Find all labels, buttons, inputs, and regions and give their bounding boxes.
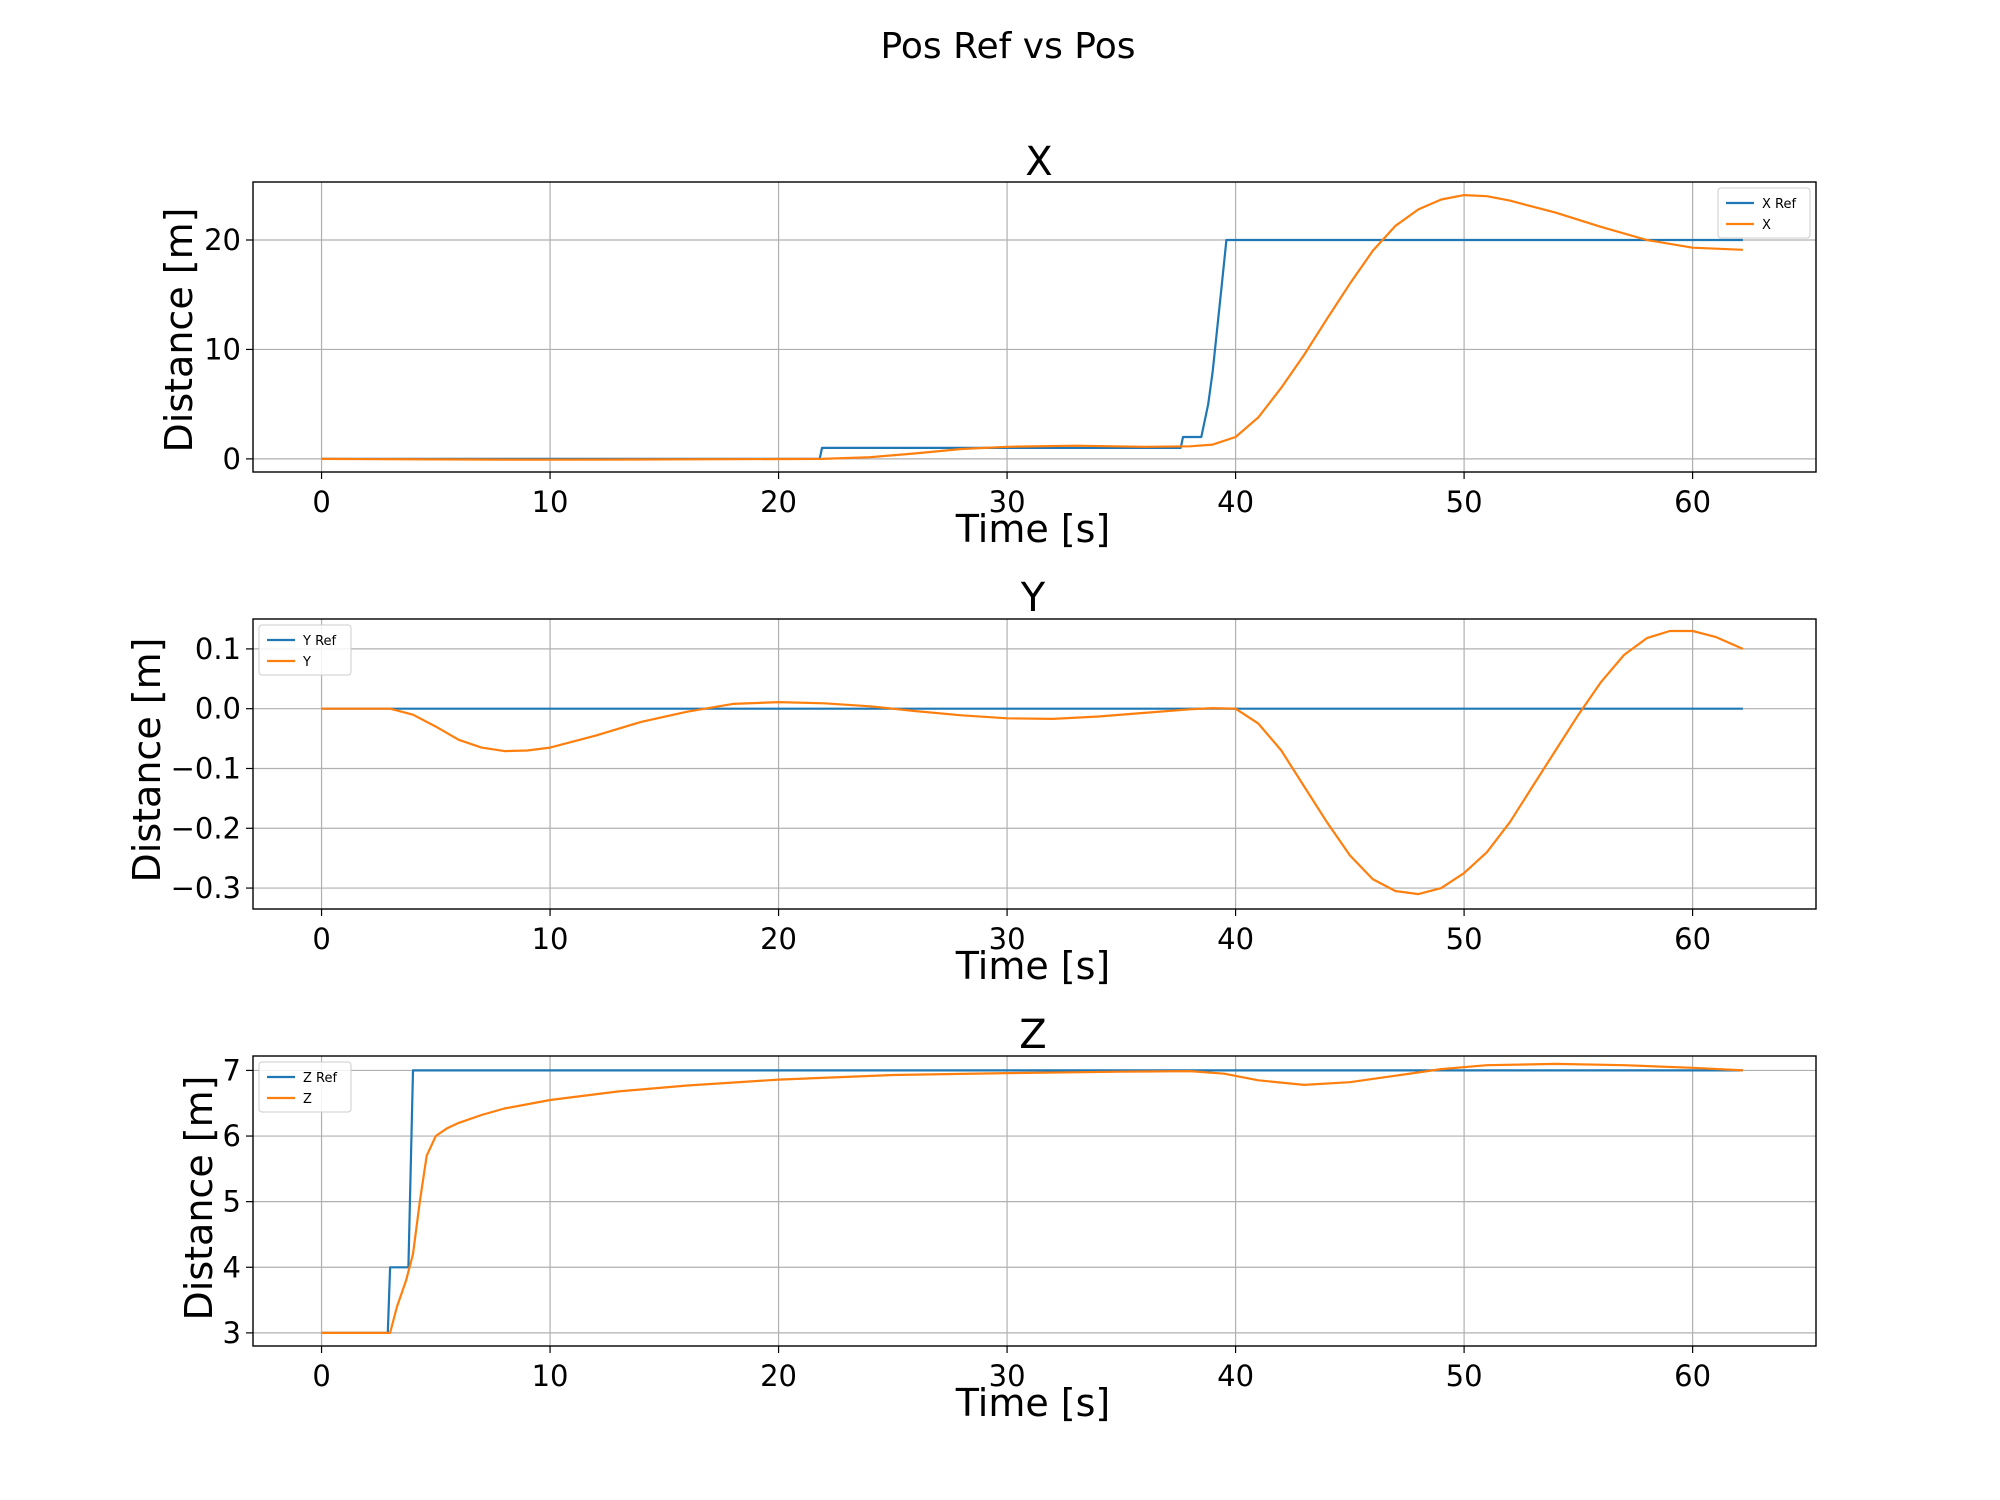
x-tick-label: 10 [532, 485, 569, 519]
x-tick-label: 30 [989, 922, 1026, 956]
y-tick-label: 6 [223, 1119, 241, 1153]
x-tick-label: 10 [532, 922, 569, 956]
x-tick-label: 60 [1674, 1359, 1711, 1393]
plot-area: 0 10 20 30 40 50 60 0.1 0.0 −0.1 −0.2 −0.3 Y Ref Y [171, 618, 1817, 956]
y-tick-label: 10 [204, 332, 241, 366]
y-tick-label: 7 [223, 1053, 241, 1087]
legend: Y Ref Y [258, 624, 352, 676]
series-line-x-ref [321, 238, 1743, 460]
legend-label: Z Ref [303, 1071, 337, 1086]
x-tick-label: 0 [312, 1359, 330, 1393]
axes-frame [252, 181, 1817, 473]
subplot-x: X 0 10 20 30 40 50 60 0 10 20 X Ref X Time [s] Dist… [157, 139, 1817, 551]
axes-frame [252, 618, 1817, 910]
legend: Z Ref Z [258, 1061, 352, 1113]
series-line-y [321, 629, 1744, 896]
subplot-title: Y [1020, 575, 1046, 621]
x-tick-label: 10 [532, 1359, 569, 1393]
x-tick-label: 20 [760, 922, 797, 956]
series-line-x [321, 194, 1743, 461]
y-axis-label: Distance [m] [125, 638, 169, 883]
x-tick-label: 0 [312, 922, 330, 956]
x-tick-label: 50 [1446, 1359, 1483, 1393]
subplot-y: Y 0 10 20 30 40 50 60 0.1 0.0 −0.1 −0.2 −0.3 Y RefY … [125, 575, 1817, 988]
x-tick-label: 40 [1217, 485, 1254, 519]
legend: X Ref X [1717, 187, 1811, 239]
x-tick-label: 20 [760, 1359, 797, 1393]
legend-label: Y Ref [302, 634, 337, 649]
subplot-title: X [1025, 139, 1052, 185]
x-tick-label: 30 [989, 1359, 1026, 1393]
x-tick-label: 60 [1674, 485, 1711, 519]
x-axis-label: Time [s] [955, 1381, 1111, 1425]
legend-label: X [1762, 218, 1771, 233]
y-tick-label: 3 [223, 1316, 241, 1350]
y-axis-label: Distance [m] [157, 208, 201, 453]
y-tick-label: −0.1 [171, 751, 241, 785]
y-tick-label: 0.0 [195, 692, 241, 726]
y-tick-label: 5 [223, 1185, 241, 1219]
x-tick-label: 50 [1446, 485, 1483, 519]
legend-box [1717, 187, 1811, 239]
legend-box [258, 1061, 352, 1113]
x-axis-label: Time [s] [955, 507, 1111, 551]
y-tick-label: 4 [223, 1250, 241, 1284]
x-tick-label: 40 [1217, 1359, 1254, 1393]
series-line-z [321, 1062, 1743, 1335]
figure-title: Pos Ref vs Pos [880, 26, 1135, 67]
plot-area: 0 10 20 30 40 50 60 3 4 5 6 7 Z Ref Z [223, 1053, 1817, 1393]
y-tick-label: −0.2 [171, 811, 241, 845]
axes-frame [252, 1055, 1817, 1347]
subplot-z: Z 0 10 20 30 40 50 60 3 4 5 6 7 Z Ref Z Time [s] Dist… [177, 1012, 1817, 1425]
x-axis-label: Time [s] [955, 944, 1111, 988]
legend-box [258, 624, 352, 676]
x-tick-label: 0 [312, 485, 330, 519]
legend-label: Y [302, 655, 311, 670]
y-tick-label: 0.1 [195, 632, 241, 666]
legend-label: Z [303, 1092, 312, 1107]
plot-area: 0 10 20 30 40 50 60 0 10 20 X Ref X [204, 181, 1817, 519]
y-tick-label: 20 [204, 223, 241, 257]
x-tick-label: 50 [1446, 922, 1483, 956]
y-tick-label: 0 [223, 442, 241, 476]
y-axis-label: Distance [m] [177, 1076, 221, 1321]
legend-label: X Ref [1762, 197, 1796, 212]
x-tick-label: 60 [1674, 922, 1711, 956]
x-tick-label: 30 [989, 485, 1026, 519]
x-tick-label: 20 [760, 485, 797, 519]
y-tick-label: −0.3 [171, 871, 241, 905]
x-tick-label: 40 [1217, 922, 1254, 956]
subplot-title: Z [1019, 1012, 1046, 1058]
